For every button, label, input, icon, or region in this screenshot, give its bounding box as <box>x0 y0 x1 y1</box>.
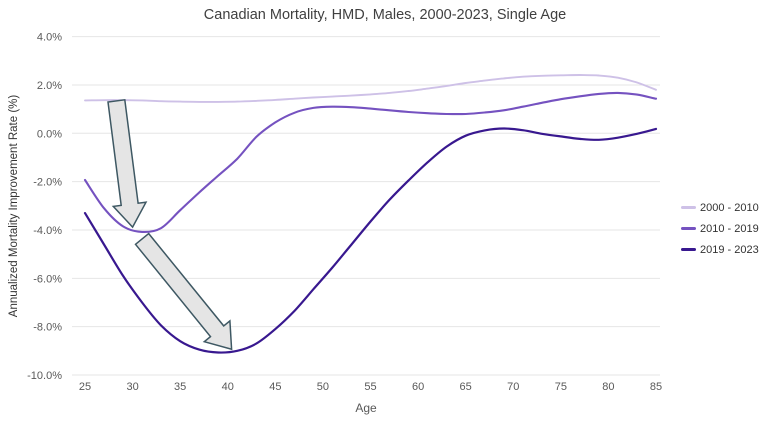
x-tick-label: 45 <box>269 381 281 393</box>
x-tick-label: 55 <box>364 381 376 393</box>
arrow-to-2019s-dip-icon <box>134 232 233 351</box>
series-line-2019-2023 <box>83 127 658 354</box>
legend-swatch-icon <box>681 227 696 230</box>
series-line-2010-2019 <box>83 91 658 234</box>
y-tick-label: -2.0% <box>33 177 62 189</box>
y-tick-label: -4.0% <box>33 225 62 237</box>
y-tick-label: -8.0% <box>33 322 62 334</box>
x-axis-title: Age <box>355 401 377 415</box>
legend-label: 2019 - 2023 <box>700 243 759 256</box>
legend-swatch-icon <box>681 206 696 209</box>
arrow-to-2010s-dip-icon <box>107 98 148 229</box>
legend-item-2010-2019: 2010 - 2019 <box>681 218 759 239</box>
x-tick-label: 65 <box>460 381 472 393</box>
x-tick-label: 70 <box>507 381 519 393</box>
x-tick-label: 50 <box>317 381 329 393</box>
y-tick-label: -6.0% <box>33 273 62 285</box>
y-tick-label: 2.0% <box>37 80 62 92</box>
legend-item-2019-2023: 2019 - 2023 <box>681 239 759 260</box>
legend-label: 2010 - 2019 <box>700 222 759 235</box>
chart-title: Canadian Mortality, HMD, Males, 2000-202… <box>203 7 567 23</box>
x-tick-label: 60 <box>412 381 424 393</box>
legend-swatch-icon <box>681 248 696 251</box>
y-tick-label: 0.0% <box>37 128 62 140</box>
x-tick-label: 85 <box>650 381 662 393</box>
x-tick-label: 35 <box>174 381 186 393</box>
legend-item-2000-2010: 2000 - 2010 <box>681 197 759 218</box>
series-line-2000-2010 <box>84 74 657 103</box>
x-tick-label: 25 <box>79 381 91 393</box>
x-tick-label: 40 <box>222 381 234 393</box>
legend-label: 2000 - 2010 <box>700 201 759 214</box>
x-tick-label: 80 <box>602 381 614 393</box>
x-tick-label: 30 <box>126 381 138 393</box>
y-tick-label: -10.0% <box>27 370 62 382</box>
legend: 2000 - 2010 2010 - 2019 2019 - 2023 <box>681 197 759 260</box>
x-tick-label: 75 <box>555 381 567 393</box>
y-tick-label: 4.0% <box>37 32 62 44</box>
y-axis-title: Annualized Mortality Improvement Rate (%… <box>8 94 20 318</box>
